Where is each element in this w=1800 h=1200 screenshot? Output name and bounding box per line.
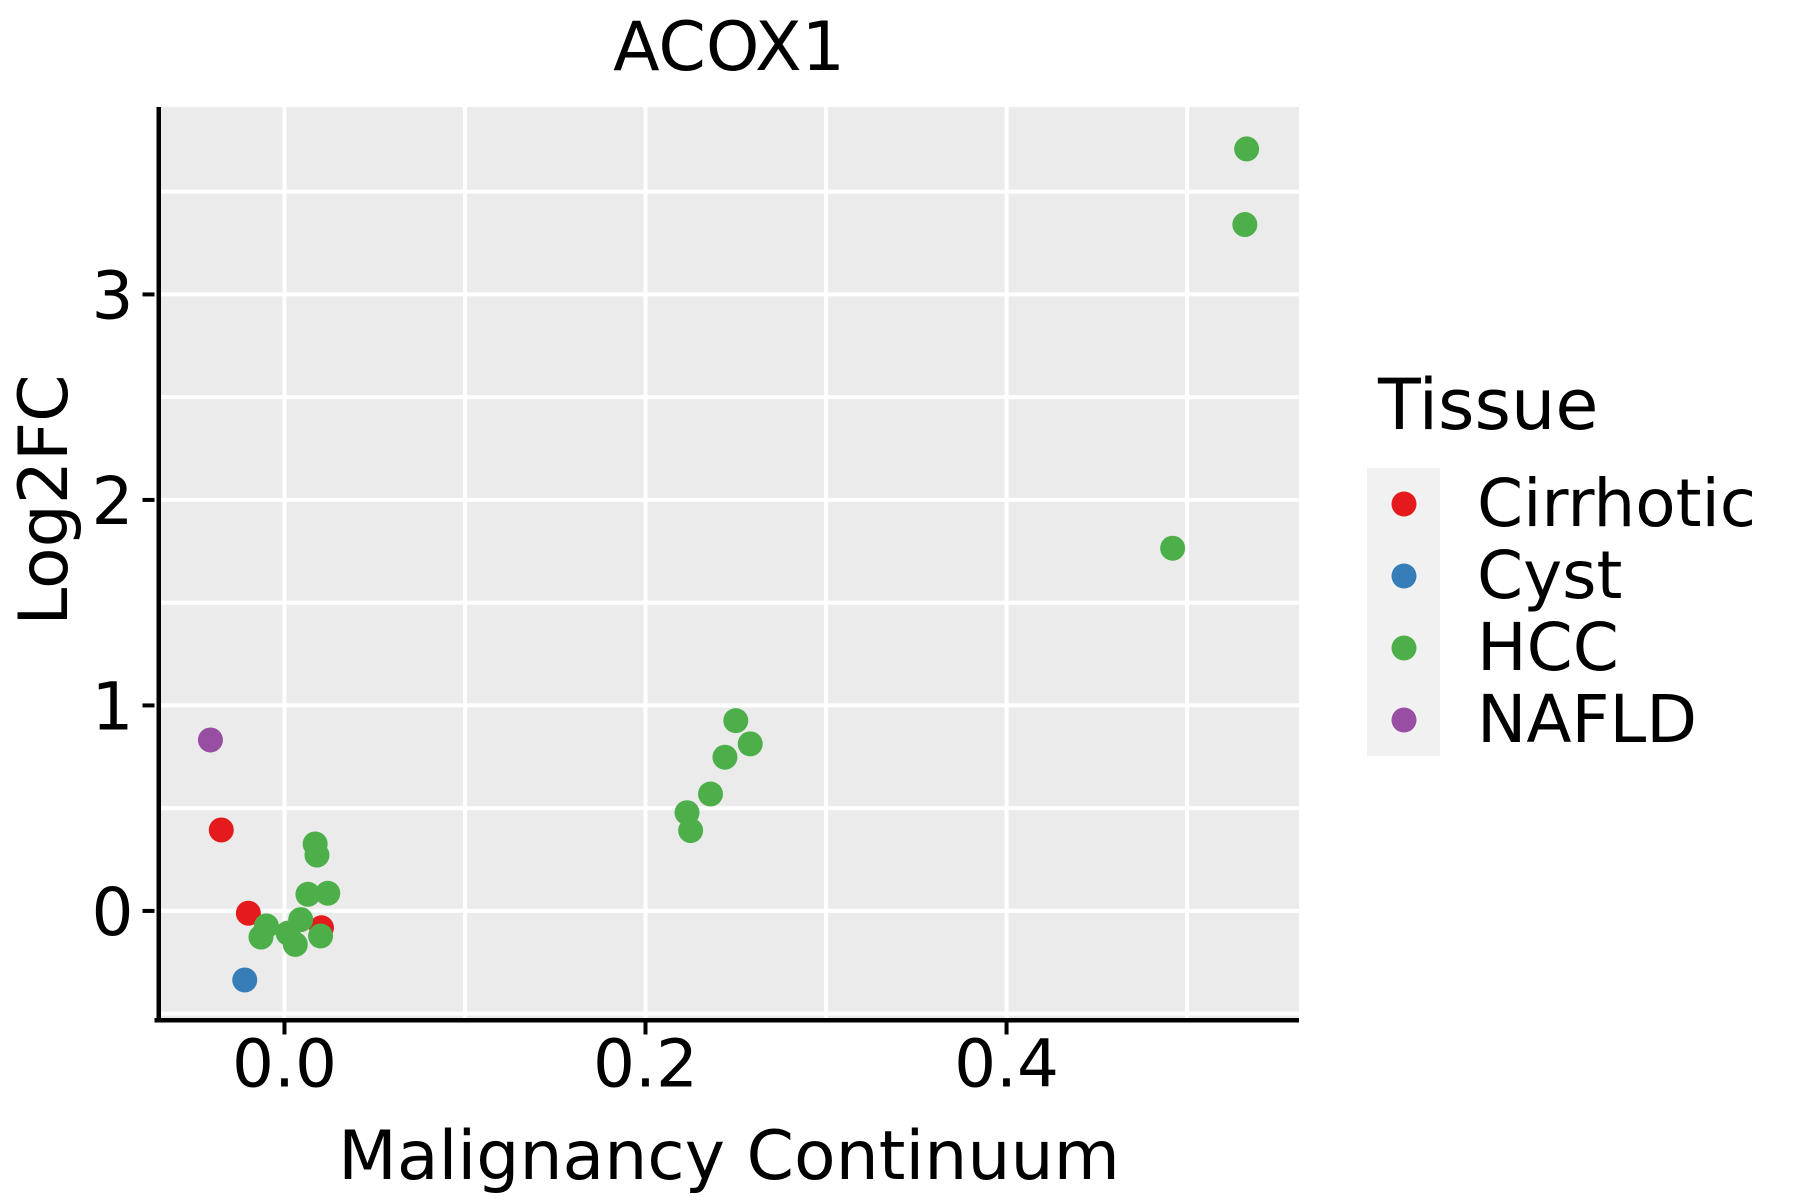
legend-items: Cirrhotic Cyst HCC NAFLD xyxy=(1367,468,1756,756)
data-point-hcc xyxy=(295,881,321,907)
data-point-hcc xyxy=(697,781,723,807)
x-tick-label: 0.2 xyxy=(593,1026,698,1103)
y-tick-label: 1 xyxy=(92,668,134,745)
chart-title: ACOX1 xyxy=(613,8,845,87)
data-point-hcc xyxy=(248,924,274,950)
data-point-hcc xyxy=(315,880,341,906)
y-tick-label: 0 xyxy=(92,874,134,951)
legend-key xyxy=(1367,540,1440,612)
legend-key xyxy=(1367,684,1440,756)
data-point-hcc xyxy=(712,744,738,770)
data-point-nafld xyxy=(197,727,223,753)
legend-item-label: NAFLD xyxy=(1477,681,1698,758)
data-point-cirrhotic xyxy=(235,900,261,926)
data-point-hcc xyxy=(1160,535,1186,561)
data-point-cirrhotic xyxy=(208,817,234,843)
y-tick-label: 3 xyxy=(92,257,134,334)
legend-key xyxy=(1367,468,1440,540)
data-point-hcc xyxy=(304,842,330,868)
legend-key xyxy=(1367,612,1440,684)
legend-item-hcc: HCC xyxy=(1367,612,1756,684)
legend-dot-cirrhotic xyxy=(1391,491,1416,517)
data-point-hcc xyxy=(1234,136,1260,162)
x-tick-label: 0.0 xyxy=(232,1026,337,1103)
legend-item-cyst: Cyst xyxy=(1367,540,1756,612)
legend-item-label: HCC xyxy=(1477,609,1619,686)
legend-dot-nafld xyxy=(1391,707,1416,733)
data-point-hcc xyxy=(678,818,704,844)
data-point-cyst xyxy=(232,967,258,993)
data-point-hcc xyxy=(308,923,334,949)
data-point-hcc xyxy=(723,708,749,734)
legend-title: Tissue xyxy=(1378,364,1599,446)
legend-dot-hcc xyxy=(1391,635,1416,661)
legend-item-label: Cyst xyxy=(1477,537,1623,614)
legend: Tissue Cirrhotic Cyst HCC NAFLD xyxy=(1367,370,1756,756)
legend-item-label: Cirrhotic xyxy=(1477,465,1757,542)
data-point-hcc xyxy=(1232,212,1258,238)
legend-item-nafld: NAFLD xyxy=(1367,684,1756,756)
y-tick-label: 2 xyxy=(92,463,134,540)
data-point-hcc xyxy=(737,731,763,757)
data-point-hcc xyxy=(282,931,308,957)
legend-item-cirrhotic: Cirrhotic xyxy=(1367,468,1756,540)
x-axis-title: Malignancy Continuum xyxy=(338,1117,1120,1196)
panel-background xyxy=(159,107,1299,1018)
legend-dot-cyst xyxy=(1391,563,1416,589)
x-tick-label: 0.4 xyxy=(954,1026,1059,1103)
